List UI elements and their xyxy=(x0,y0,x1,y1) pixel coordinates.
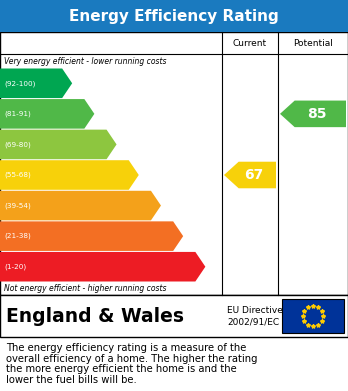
Text: (1-20): (1-20) xyxy=(4,264,26,270)
Text: (55-68): (55-68) xyxy=(4,172,31,178)
Text: (39-54): (39-54) xyxy=(4,202,31,209)
Text: G: G xyxy=(207,260,219,274)
Bar xyxy=(0,0,348,32)
Polygon shape xyxy=(0,68,72,98)
Text: Current: Current xyxy=(233,38,267,47)
Text: Very energy efficient - lower running costs: Very energy efficient - lower running co… xyxy=(4,57,166,66)
Text: E: E xyxy=(163,199,173,213)
Text: EU Directive
2002/91/EC: EU Directive 2002/91/EC xyxy=(227,306,283,326)
Text: D: D xyxy=(141,168,152,182)
Text: (69-80): (69-80) xyxy=(4,141,31,148)
Text: B: B xyxy=(96,107,107,121)
Text: (21-38): (21-38) xyxy=(4,233,31,239)
Polygon shape xyxy=(0,160,139,190)
Text: C: C xyxy=(119,137,129,151)
Polygon shape xyxy=(0,130,117,159)
Text: A: A xyxy=(74,76,85,90)
Bar xyxy=(282,299,344,333)
Polygon shape xyxy=(0,221,183,251)
Text: The energy efficiency rating is a measure of the: The energy efficiency rating is a measur… xyxy=(6,343,246,353)
Text: Potential: Potential xyxy=(293,38,333,47)
Polygon shape xyxy=(0,252,205,282)
Bar xyxy=(0,295,348,337)
Polygon shape xyxy=(0,191,161,221)
Text: 67: 67 xyxy=(244,168,263,182)
Text: (81-91): (81-91) xyxy=(4,111,31,117)
Text: lower the fuel bills will be.: lower the fuel bills will be. xyxy=(6,375,137,385)
Text: the more energy efficient the home is and the: the more energy efficient the home is an… xyxy=(6,364,237,374)
Polygon shape xyxy=(0,99,94,129)
Text: England & Wales: England & Wales xyxy=(6,307,184,325)
Text: Not energy efficient - higher running costs: Not energy efficient - higher running co… xyxy=(4,284,166,293)
Text: Energy Efficiency Rating: Energy Efficiency Rating xyxy=(69,9,279,23)
Text: (92-100): (92-100) xyxy=(4,80,35,86)
Polygon shape xyxy=(280,100,346,127)
Text: 85: 85 xyxy=(307,107,326,121)
Text: F: F xyxy=(185,229,195,243)
Bar xyxy=(0,32,348,295)
Text: overall efficiency of a home. The higher the rating: overall efficiency of a home. The higher… xyxy=(6,354,258,364)
Polygon shape xyxy=(224,162,276,188)
